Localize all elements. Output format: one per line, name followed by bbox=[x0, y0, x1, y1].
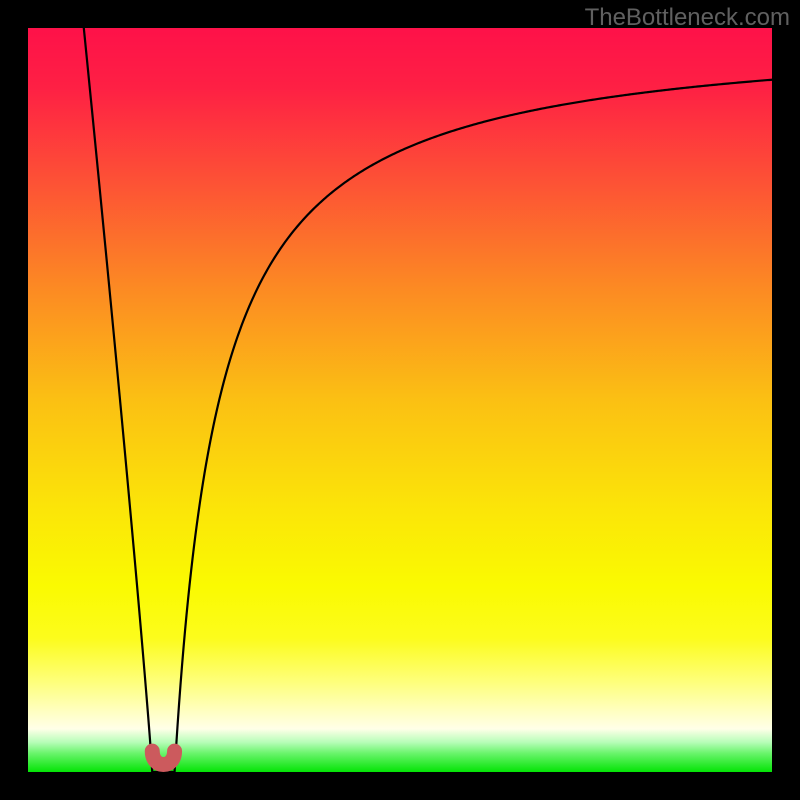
plot-background bbox=[28, 28, 772, 772]
watermark-text: TheBottleneck.com bbox=[585, 4, 790, 32]
bottleneck-chart bbox=[0, 0, 800, 800]
chart-container: TheBottleneck.com bbox=[0, 0, 800, 800]
